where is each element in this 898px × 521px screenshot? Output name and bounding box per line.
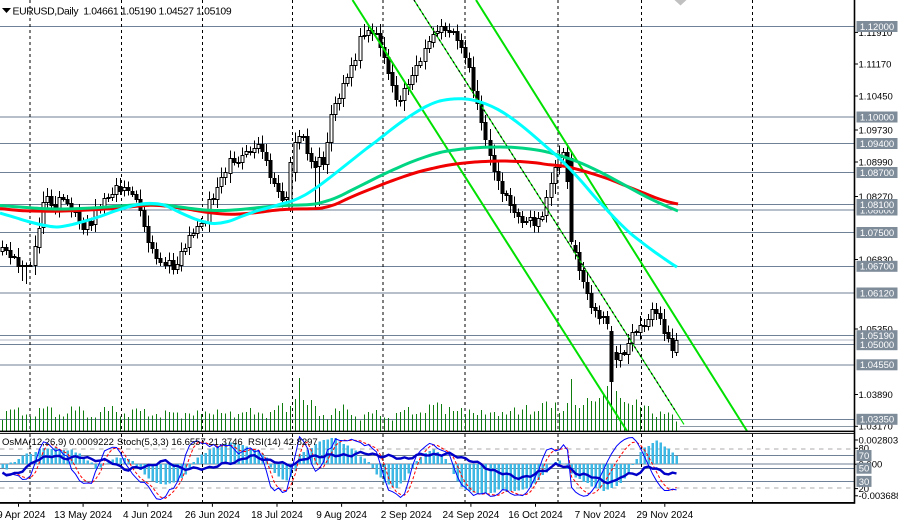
svg-text:1.10450: 1.10450 [859,91,893,102]
svg-text:1.12000: 1.12000 [860,22,894,33]
svg-text:1.03890: 1.03890 [859,390,893,401]
svg-text:9 Aug 2024: 9 Aug 2024 [316,510,367,521]
svg-text:7 Nov 2024: 7 Nov 2024 [575,510,627,521]
svg-text:1.08990: 1.08990 [859,157,893,168]
svg-text:1.10000: 1.10000 [860,112,894,123]
svg-text:50: 50 [859,464,870,475]
svg-text:80: 80 [859,444,870,455]
svg-text:20: 20 [859,484,870,495]
svg-text:16 Oct 2024: 16 Oct 2024 [508,510,563,521]
svg-text:26 Jun 2024: 26 Jun 2024 [185,510,240,521]
svg-text:1.08100: 1.08100 [860,200,894,211]
svg-text:Stoch(5,3,3) 16.6557 21.3746: Stoch(5,3,3) 16.6557 21.3746 [117,437,243,448]
svg-text:1.06700: 1.06700 [860,262,894,273]
svg-text:1.05350: 1.05350 [859,324,893,335]
svg-text:1.05000: 1.05000 [860,340,894,351]
svg-text:1.06830: 1.06830 [859,255,893,266]
svg-text:RSI(14) 42.8297: RSI(14) 42.8297 [248,437,318,448]
svg-text:1.06120: 1.06120 [860,288,894,299]
svg-text:1.11910: 1.11910 [859,28,893,39]
svg-text:OsMA(12,26,9) 0.0009222: OsMA(12,26,9) 0.0009222 [2,437,114,448]
svg-text:70: 70 [859,451,870,462]
svg-text:18 Jul 2024: 18 Jul 2024 [251,510,303,521]
svg-text:1.04550: 1.04550 [860,360,894,371]
svg-text:13 May 2024: 13 May 2024 [54,510,112,521]
svg-text:1.03170: 1.03170 [859,422,893,433]
svg-text:2 Sep 2024: 2 Sep 2024 [381,510,433,521]
svg-text:1.08700: 1.08700 [860,168,894,179]
svg-text:0.0028034: 0.0028034 [859,435,898,446]
svg-text:-0.0036880: -0.0036880 [859,491,898,502]
svg-text:1.03350: 1.03350 [860,415,894,426]
svg-text:30: 30 [859,477,870,488]
svg-text:1.05190: 1.05190 [860,331,894,342]
svg-text:EURUSD,Daily 1.04661 1.05190: EURUSD,Daily 1.04661 1.05190 1.04527 1.0… [13,7,232,18]
svg-text:1.07500: 1.07500 [860,228,894,239]
svg-text:1.11170: 1.11170 [859,59,892,70]
svg-text:1.08000: 1.08000 [860,205,894,216]
svg-text:4 Jun 2024: 4 Jun 2024 [123,510,173,521]
svg-text:24 Sep 2024: 24 Sep 2024 [443,510,500,521]
svg-text:1.09400: 1.09400 [860,139,894,150]
svg-text:1.09730: 1.09730 [859,125,893,136]
svg-text:1.08270: 1.08270 [859,192,893,203]
svg-text:19 Apr 2024: 19 Apr 2024 [0,510,46,521]
svg-text:29 Nov 2024: 29 Nov 2024 [636,510,693,521]
